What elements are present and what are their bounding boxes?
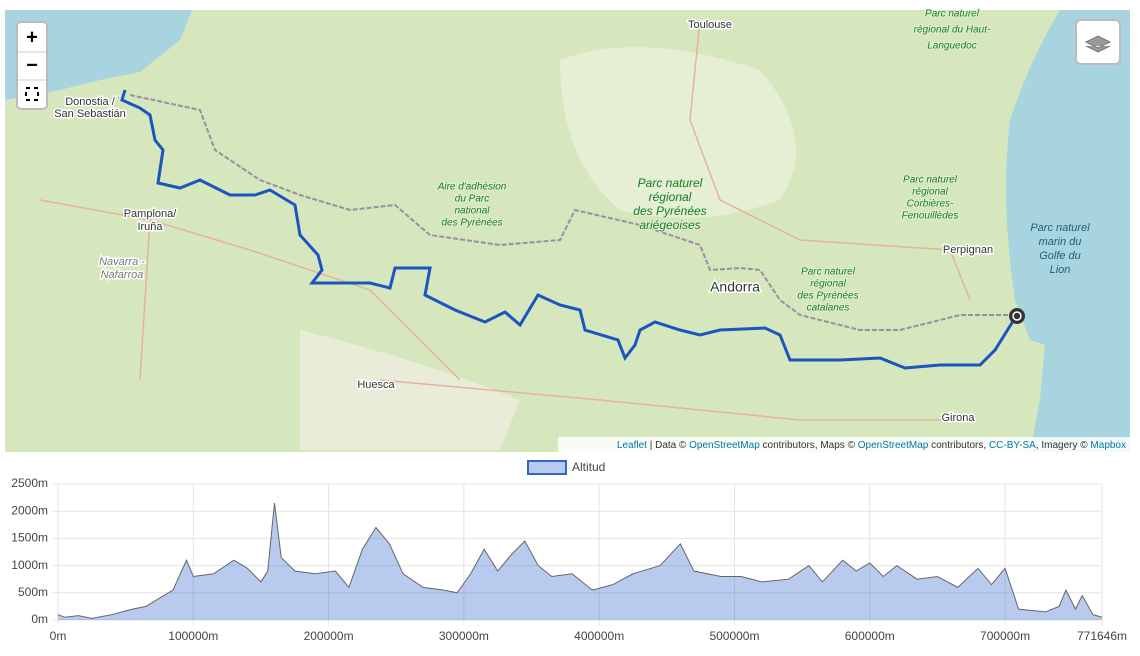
park-label: ariégeoises [639,218,700,232]
map-labels: Toulouse Donostia / San Sebastián Pamplo… [53,8,1090,426]
border [129,94,1015,331]
area-fill [58,503,1102,620]
sea-label: Parc naturel [1030,222,1090,234]
x-tick-label: 300000m [439,629,489,643]
park-label: Languedoc [927,41,977,52]
route [120,89,1017,370]
x-tick-label: 100000m [168,629,218,643]
elevation-chart: 0m 500m 1000m 1500m 2000m 2500m 0m 100000m 20000… [11,460,1127,643]
region-label: Nafarroa [101,269,144,281]
attr-link[interactable]: Mapbox [1090,440,1126,451]
y-tick-label: 2000m [11,503,48,517]
attr-text: contributors, Maps © [760,440,858,451]
map-sea [1006,10,1130,452]
y-tick-label: 2500m [11,476,48,490]
park-label: des Pyrénées [633,204,706,218]
park-label: régional [912,187,948,198]
attr-text: contributors, [928,440,989,451]
map-plain [560,47,796,219]
park-label: Parc naturel [801,267,856,278]
area-line [57,502,1103,619]
x-tick-label: 600000m [845,629,895,643]
city-label: Donostia / [65,96,115,108]
map: Toulouse Donostia / San Sebastián Pamplo… [5,8,1130,452]
attr-text: | Data © [647,440,689,451]
park-label: régional [649,190,692,204]
attribution: Leaflet | Data © OpenStreetMap contribut… [617,440,1126,451]
city-label: Girona [941,412,975,424]
x-tick-label: 771646m [1077,629,1127,643]
city-label: Huesca [357,379,395,391]
x-tick-label: 200000m [304,629,354,643]
y-tick-label: 0m [31,612,48,626]
city-label: Iruña [137,221,163,233]
country-label: Andorra [710,279,760,295]
legend-swatch [527,460,567,475]
attribution-box [558,437,1130,452]
x-tick-label: 400000m [574,629,624,643]
attr-link[interactable]: OpenStreetMap [689,440,760,451]
x-tick-label: 0m [50,629,67,643]
city-label: Toulouse [688,19,732,31]
park-label: des Pyrénées [441,218,502,229]
zoom-control: + − [16,21,48,110]
sea-label: marin du [1039,236,1082,248]
y-tick-label: 1500m [11,531,48,545]
city-label: Perpignan [943,244,993,256]
park-label: Parc naturel [903,175,958,186]
park-label: catalanes [807,303,850,314]
y-tick-label: 500m [18,585,48,599]
park-label: national [454,206,490,217]
y-tick-label: 1000m [11,558,48,572]
park-label: régional du Haut- [914,25,991,36]
road [39,19,971,421]
end-marker[interactable] [1009,308,1025,324]
attr-link[interactable]: Leaflet [617,440,647,451]
sea-label: Golfe du [1039,250,1081,262]
park-label: des Pyrénées [797,291,858,302]
park-label: du Parc [455,194,489,205]
attr-text: , Imagery © [1036,440,1091,451]
legend-label[interactable]: Altitud [572,460,605,474]
park-label: régional [810,279,846,290]
layers-icon [1084,35,1112,53]
layers-control[interactable] [1075,19,1121,65]
sea-label: Lion [1050,264,1071,276]
park-label: Aire d'adhésion [437,182,507,193]
park-label: Fenouillèdes [902,211,959,222]
city-label: Pamplona/ [124,208,178,220]
x-tick-label: 500000m [709,629,759,643]
fullscreen-button[interactable] [25,87,39,101]
x-tick-label: 700000m [980,629,1030,643]
zoom-out[interactable]: − [26,54,38,76]
attr-link[interactable]: CC-BY-SA [989,440,1036,451]
map-plain [300,330,520,450]
map-sea [5,10,192,100]
park-label: Corbières- [907,199,954,210]
park-label: Parc naturel [638,176,703,190]
zoom-in[interactable]: + [26,26,38,48]
city-label: San Sebastián [54,108,126,120]
attr-link[interactable]: OpenStreetMap [858,440,929,451]
zoom-box [16,21,48,110]
park-label: Parc naturel [925,9,980,20]
end-marker-icon [1012,311,1022,321]
region-label: Navarra - [99,256,145,268]
